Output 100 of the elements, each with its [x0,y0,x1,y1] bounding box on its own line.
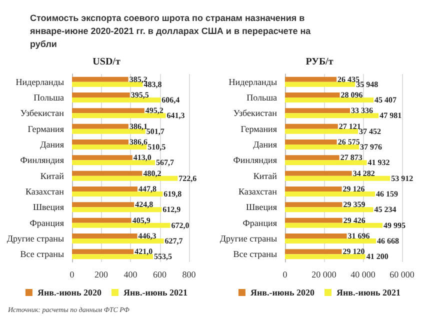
bar [72,176,178,181]
bar [285,113,379,118]
bar [72,218,132,223]
data-label: 672,0 [171,220,190,230]
bar [72,98,161,102]
y-tick-label: Финляндия [20,155,64,166]
bar [72,113,166,118]
y-tick-label: Все страны [20,249,64,260]
bar [72,254,153,260]
data-label: 446,3 [138,232,156,240]
data-label: 28 096 [340,90,363,100]
y-tick-label: Дания [40,140,64,150]
bar [72,249,134,254]
y-tick-label: Польша [246,92,277,102]
y-tick-label: Казахстан [25,186,64,196]
legend-label: Янв.-июнь 2021 [124,288,188,298]
bar [72,76,128,82]
bar [285,186,342,192]
data-label: 47 981 [380,111,402,120]
bar [72,207,162,212]
y-tick-label: Франция [242,218,277,228]
bar [72,186,138,192]
data-label: 722,6 [178,174,197,183]
data-label: 33 336 [351,106,374,116]
x-tick-label: 600 [153,270,167,280]
data-label: 495,2 [145,106,164,116]
data-label: 385,2 [129,74,148,84]
data-label: 29 359 [343,200,366,210]
bar [285,218,342,223]
data-label: 37 452 [359,126,382,136]
x-tick-label: 200 [94,270,108,280]
data-label: 45 407 [374,96,397,104]
bar [285,238,376,244]
bar [72,128,146,134]
bar [285,155,340,160]
bar [285,92,340,98]
y-tick-label: Китай [253,170,278,181]
bar [72,92,130,98]
bar [285,249,342,254]
bar [72,108,144,114]
x-tick-label: 800 [182,270,196,280]
bar [285,98,374,102]
x-tick-label: 400 [124,270,138,280]
y-tick-label: Нидерланды [228,76,277,87]
data-label: 45 234 [374,205,396,214]
data-label: 31 696 [348,232,370,240]
bar [285,124,338,129]
bar [285,192,376,196]
bar [285,222,382,228]
y-tick-label: Все страны [233,249,277,260]
bar [72,202,134,208]
data-label: 421,0 [134,247,153,256]
data-label: 26 435 [338,74,360,84]
data-label: 49 995 [383,220,406,230]
data-label: 501,7 [146,126,164,136]
y-tick-label: Нидерланды [16,76,64,87]
bar [72,192,163,196]
bar [285,108,350,114]
bar [72,155,132,160]
bar [72,160,156,166]
bar [285,176,390,181]
data-label: 37 976 [360,142,382,152]
bar [72,144,147,150]
bar [72,170,142,176]
chart-title: РУБ/т [306,56,334,68]
data-label: 26 575 [338,138,360,146]
data-label: 606,4 [162,96,180,104]
bar [285,128,358,134]
bar [72,82,143,87]
data-label: 413,0 [133,153,152,162]
bar [285,202,342,208]
y-tick-label: Германия [28,124,64,134]
x-tick-label: 0 [282,270,288,280]
chart-title: Стоимость экспорта соевого шрота по странам назначения в январе-июне 2020-2021 гг. в долларах США и в перерасчете на рубли [30,12,312,51]
data-label: 34 282 [352,168,375,178]
y-tick-label: Другие страны [6,234,64,244]
bar [285,76,337,82]
x-tick-label: 40 000 [350,270,376,280]
bar [72,140,129,144]
bar [72,238,164,244]
data-label: 53 912 [391,174,414,183]
y-tick-label: Другие страны [220,234,277,244]
bar [285,234,347,238]
y-tick-label: Финляндия [233,155,277,166]
data-label: 386,1 [129,122,148,131]
data-label: 29 426 [343,216,366,225]
data-label: 553,5 [154,252,172,262]
bar [285,144,360,150]
bar [285,207,374,212]
data-label: 480,2 [143,168,162,178]
x-tick-label: 60 000 [390,270,415,280]
legend-label: Янв.-июнь 2020 [250,288,315,298]
legend-label: Янв.-июнь 2020 [37,288,102,298]
data-label: 424,8 [135,200,154,210]
y-tick-label: Казахстан [238,186,278,196]
x-tick-label: 0 [70,270,75,280]
bar [285,82,356,87]
data-label: 395,5 [130,90,149,100]
y-tick-label: Германия [240,124,277,134]
data-label: 46 159 [376,190,398,198]
